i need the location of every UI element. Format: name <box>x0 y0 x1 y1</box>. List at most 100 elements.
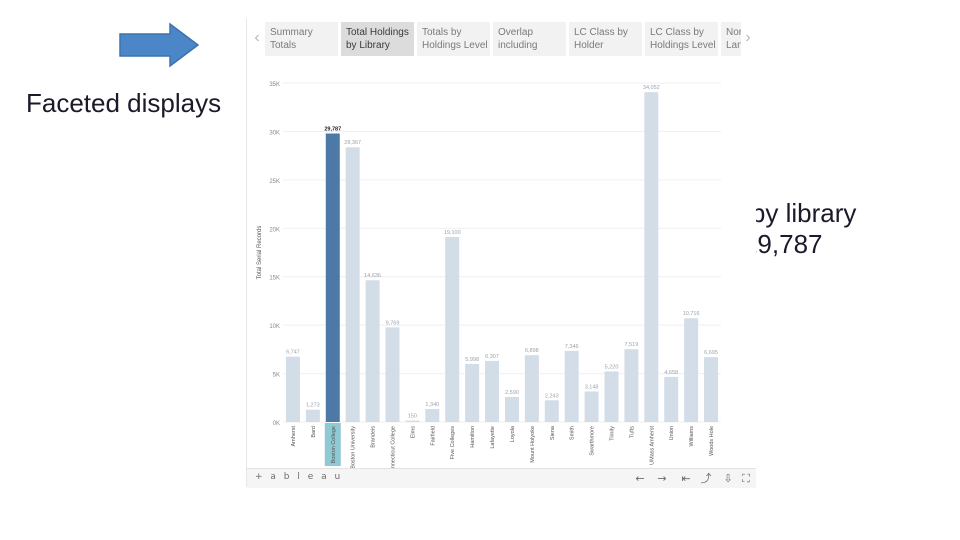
bar[interactable] <box>325 133 340 422</box>
sheet-tab-line-1: LC Class by <box>574 27 628 38</box>
sheet-tab-line-2: Lan <box>726 40 741 51</box>
bar-value-label: 6,695 <box>704 350 718 356</box>
x-tick-label[interactable]: Smith <box>570 426 576 440</box>
bar-value-label: 19,100 <box>444 230 461 236</box>
x-tick-label[interactable]: Woods Hole <box>709 426 715 456</box>
bar[interactable] <box>544 400 559 422</box>
sheet-tab-line-2: including <box>498 40 538 51</box>
x-tick-label[interactable]: Bard <box>311 426 317 438</box>
bar-value-label: 1,273 <box>306 403 320 409</box>
bar-value-label: 2,590 <box>505 390 519 396</box>
bar-chart: 0K 5K 10K 15K 20K 25K 30K 35K Total Serial Recor… <box>257 82 721 468</box>
bar[interactable] <box>445 237 460 422</box>
y-tick-label: 20K <box>269 227 280 233</box>
x-tick-label[interactable]: Mount Holyoke <box>530 426 536 463</box>
sheet-tab-line-2: Holder <box>574 40 604 51</box>
x-tick-label[interactable]: Elms <box>410 426 416 438</box>
bar-value-label: 6,898 <box>525 348 539 354</box>
x-tick-label[interactable]: Amherst <box>291 426 297 447</box>
bar-value-label: 2,243 <box>545 393 559 399</box>
sheet-tab[interactable]: Overlap including <box>493 22 566 56</box>
chevron-left-icon[interactable]: ‹ <box>254 29 260 46</box>
bar[interactable] <box>564 350 579 422</box>
selected-category-highlight <box>324 423 341 466</box>
bar-value-label: 28,367 <box>344 140 361 146</box>
y-tick-label: 5K <box>273 373 280 379</box>
bar[interactable] <box>345 147 360 422</box>
redo-icon[interactable]: → <box>657 472 667 485</box>
tableau-viz: ‹ Summary Totals Total Holdings by Library T… <box>246 18 756 488</box>
sheet-tab[interactable]: Summary Totals <box>265 22 338 56</box>
viz-toolbar: + a b l e a u ← → ⇤ ⤴ ⇩ ⛶ <box>247 468 756 488</box>
x-tick-label[interactable]: Hamilton <box>470 426 476 448</box>
bar[interactable] <box>465 363 480 422</box>
x-tick-label[interactable]: Brandeis <box>371 426 377 448</box>
x-tick-label[interactable]: Boston University <box>351 426 357 468</box>
bar[interactable] <box>285 356 300 422</box>
bar[interactable] <box>624 349 639 422</box>
bar[interactable] <box>485 360 500 422</box>
bar[interactable] <box>504 396 519 422</box>
share-icon[interactable]: ⤴ <box>700 472 712 485</box>
x-tick-label[interactable]: Loyola <box>510 425 516 442</box>
x-tick-label[interactable]: UMass Amherst <box>649 426 655 465</box>
bar-value-label: 5,220 <box>605 364 619 370</box>
bar[interactable] <box>684 318 699 422</box>
x-tick-label[interactable]: Tufts <box>629 426 635 438</box>
sheet-tab[interactable]: LC Class by Holdings Level <box>645 22 718 56</box>
x-tick-label[interactable]: Siena <box>550 425 556 440</box>
sheet-tab-line-2: Holdings Level <box>650 40 716 51</box>
sheet-tab-line-1: Overlap <box>498 27 534 38</box>
bar-value-label: 14,636 <box>364 273 381 279</box>
sheet-tab-line-2: by Library <box>346 40 390 51</box>
y-tick-label: 10K <box>269 324 280 330</box>
sheet-tab[interactable]: Nor Lan <box>721 22 741 56</box>
sheet-tab[interactable]: Totals by Holdings Level <box>417 22 490 56</box>
bar-value-label: 7,519 <box>625 342 639 348</box>
fullscreen-icon[interactable]: ⛶ <box>742 472 750 485</box>
sheet-tab[interactable]: LC Class by Holder <box>569 22 642 56</box>
bar[interactable] <box>664 376 679 422</box>
x-tick-label[interactable]: Lafayette <box>490 426 496 449</box>
chevron-right-icon[interactable]: › <box>745 29 751 46</box>
x-tick-label[interactable]: Boston College <box>331 426 337 463</box>
sheet-tab-line-2: Holdings Level <box>422 40 488 51</box>
x-tick-label[interactable]: Swarthmore <box>590 426 596 456</box>
x-tick-label[interactable]: Union <box>669 426 675 440</box>
y-tick-label: 0K <box>273 421 280 427</box>
bar-value-label: 1,340 <box>425 402 439 408</box>
x-tick-label[interactable]: Williams <box>689 426 695 447</box>
bar-value-label: 4,658 <box>664 370 678 376</box>
y-tick-label: 15K <box>269 276 280 282</box>
bar[interactable] <box>425 409 440 422</box>
x-tick-label[interactable]: Fairfield <box>430 426 436 446</box>
x-tick-label[interactable]: Connecticut College <box>391 426 397 468</box>
bar[interactable] <box>644 92 659 422</box>
download-icon[interactable]: ⇩ <box>723 472 733 485</box>
bar[interactable] <box>704 357 719 422</box>
bar-value-label: 34,052 <box>643 85 660 91</box>
revert-icon[interactable]: ⇤ <box>681 472 691 485</box>
y-tick-label: 35K <box>269 82 280 88</box>
bar-value-label: 3,148 <box>585 385 599 391</box>
y-tick-label: 30K <box>269 130 280 136</box>
bar[interactable] <box>524 355 539 422</box>
bar[interactable] <box>305 409 320 422</box>
bar[interactable] <box>584 391 599 422</box>
x-tick-label[interactable]: Five Colleges <box>450 426 456 460</box>
bar[interactable] <box>365 280 380 422</box>
sheet-tab-line-2: Totals <box>270 40 297 51</box>
bar[interactable] <box>385 327 400 422</box>
bar-value-label: 7,346 <box>565 344 579 350</box>
y-tick-label: 25K <box>269 179 280 185</box>
undo-icon[interactable]: ← <box>635 472 645 485</box>
x-tick-label[interactable]: Trinity <box>610 426 616 441</box>
sheet-tab-line-1: LC Class by <box>650 27 704 38</box>
bar-value-label: 6,747 <box>286 350 300 356</box>
bar[interactable] <box>604 371 619 422</box>
sheet-tab-line-1: Summary <box>270 27 313 38</box>
bar[interactable] <box>405 420 420 422</box>
sheet-tab[interactable]: Total Holdings by Library <box>341 22 414 56</box>
sheet-tab-line-1: Totals by <box>422 27 462 38</box>
bar-value-label: 6,307 <box>485 354 499 360</box>
